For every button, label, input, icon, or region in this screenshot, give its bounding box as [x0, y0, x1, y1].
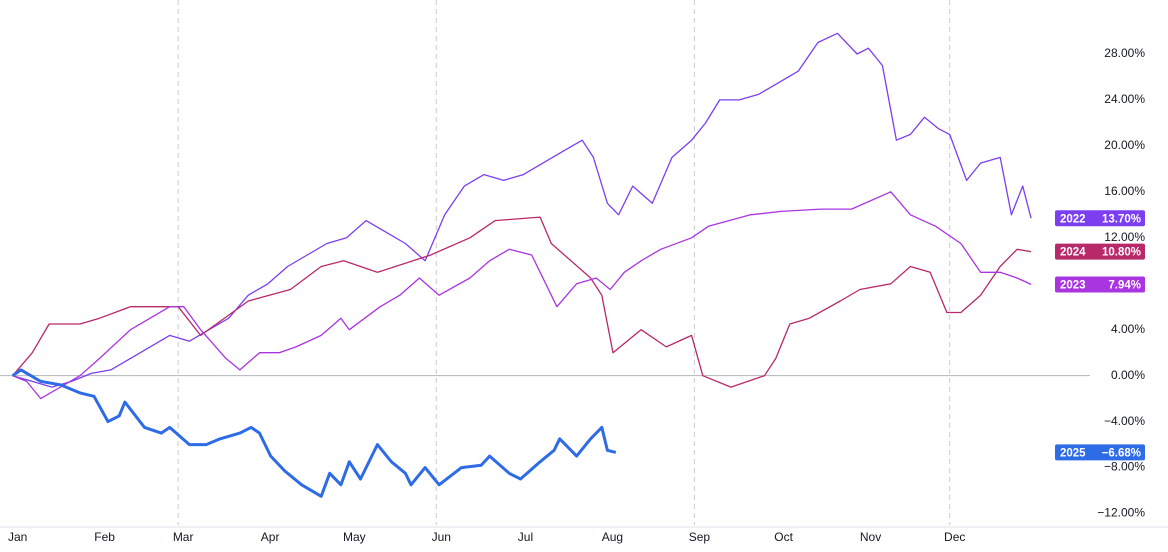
y-tick-label: 20.00% [1104, 138, 1145, 152]
y-tick-label: 0.00% [1111, 368, 1145, 382]
end-value-label: −6.68% [1102, 447, 1141, 459]
y-tick-label: −8.00% [1104, 460, 1145, 474]
series-line [12, 32, 1032, 388]
x-tick-label: Sep [689, 530, 711, 544]
x-tick-label: Dec [944, 530, 965, 544]
end-value-label: 13.70% [1102, 213, 1141, 225]
y-tick-label: 4.00% [1111, 322, 1145, 336]
x-tick-label: Jun [432, 530, 451, 544]
x-tick-label: Jul [518, 530, 533, 544]
legend-name: 2025 [1060, 447, 1086, 459]
end-tag-box [1055, 444, 1145, 461]
series-line [11, 368, 617, 498]
x-tick-label: Aug [602, 530, 623, 544]
x-tick-label: Feb [94, 530, 115, 544]
x-tick-label: Nov [860, 530, 881, 544]
end-tag-box [1055, 210, 1145, 227]
legend-name: 2023 [1060, 279, 1086, 291]
end-tag: 2022 13.70% [1055, 210, 1145, 227]
x-tick-label: Oct [774, 530, 793, 544]
end-tag: 2023 7.94% [1055, 276, 1145, 293]
x-tick-label: Apr [261, 530, 280, 544]
end-tag: 2025 −6.68% [1055, 444, 1145, 461]
y-tick-label: 28.00% [1104, 46, 1145, 60]
y-tick-label: 12.00% [1104, 230, 1145, 244]
y-tick-label: −12.00% [1097, 506, 1145, 520]
legend-name: 2022 [1060, 213, 1086, 225]
y-tick-label: −4.00% [1104, 414, 1145, 428]
series-line [12, 216, 1032, 388]
legend-name: 2024 [1060, 247, 1086, 259]
end-tag: 2024 10.80% [1055, 243, 1145, 260]
y-tick-label: 24.00% [1104, 92, 1145, 106]
end-value-label: 7.94% [1108, 279, 1141, 291]
end-tag-box [1055, 243, 1145, 260]
x-tick-label: May [343, 530, 366, 544]
end-tag-box [1055, 276, 1145, 293]
x-tick-label: Mar [173, 530, 194, 544]
x-tick-label: Jan [8, 530, 27, 544]
series-line [12, 191, 1032, 400]
y-tick-label: 16.00% [1104, 184, 1145, 198]
end-value-label: 10.80% [1102, 247, 1141, 259]
